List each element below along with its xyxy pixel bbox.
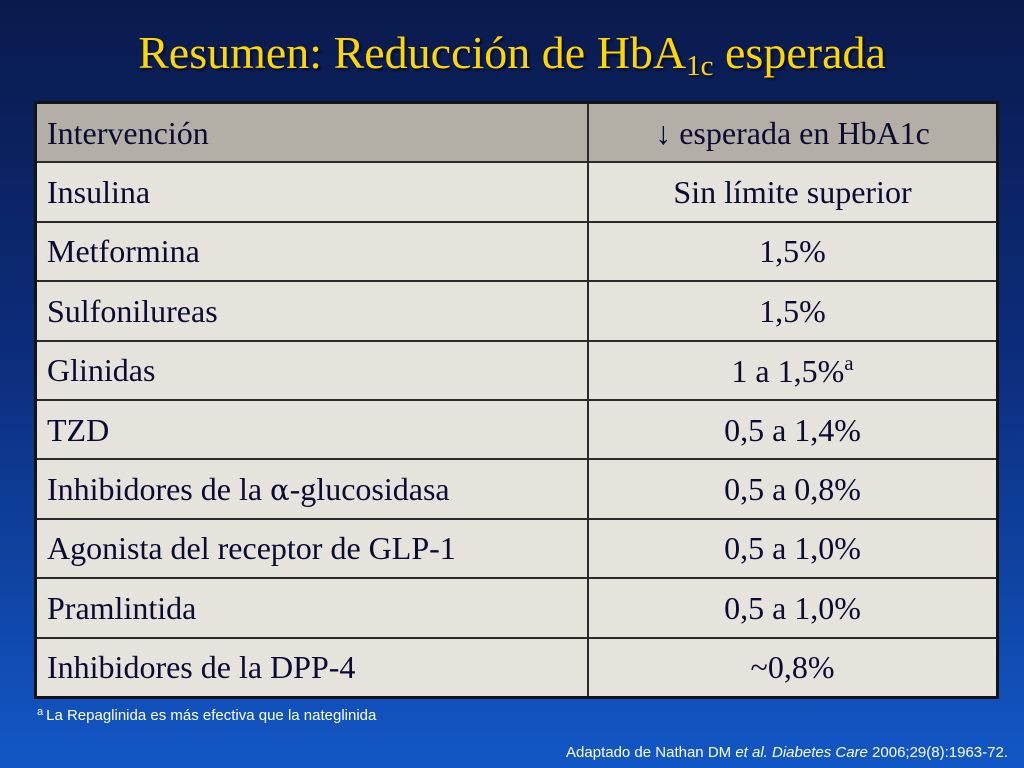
table-row: Pramlintida 0,5 a 1,0%	[34, 577, 999, 639]
table-row: Insulina Sin límite superior	[34, 161, 999, 223]
footnote-marker: a	[844, 351, 854, 376]
intervention-cell: Agonista del receptor de GLP-1	[34, 517, 589, 580]
slide-title: Resumen: Reducción de HbA1c esperada	[0, 30, 1024, 81]
reduction-cell: 1,5%	[587, 280, 999, 342]
table-row: Metformina 1,5%	[34, 220, 999, 283]
reduction-cell: 0,5 a 1,0%	[587, 517, 999, 580]
reduction-cell: 0,5 a 0,8%	[587, 458, 999, 520]
intervention-cell: Inhibidores de la DPP-4	[34, 636, 589, 699]
reduction-cell: 0,5 a 1,0%	[587, 577, 999, 639]
source-citation: Adaptado de Nathan DM et al. Diabetes Ca…	[566, 744, 1008, 761]
intervention-cell: Inhibidores de la α-glucosidasa	[34, 458, 589, 520]
intervention-cell: Pramlintida	[34, 577, 589, 639]
table-row: Glinidas 1 a 1,5%a	[34, 339, 999, 401]
intervention-cell: TZD	[34, 398, 589, 461]
reduction-value: 1 a 1,5%	[731, 353, 845, 390]
table-row: TZD 0,5 a 1,4%	[34, 398, 999, 461]
footnote-text: La Repaglinida es más efectiva que la na…	[46, 707, 377, 724]
title-main: Resumen: Reducción de HbA	[138, 27, 687, 78]
table-row: Sulfonilureas 1,5%	[34, 280, 999, 342]
source-suffix: 2006;29(8):1963-72.	[867, 744, 1008, 761]
intervention-text-post: -glucosidasa	[289, 471, 450, 508]
hba1c-reduction-table: Intervención ↓ esperada en HbA1c Insulin…	[34, 101, 999, 699]
reduction-cell: 1 a 1,5%a	[587, 339, 999, 401]
table-row: Agonista del receptor de GLP-1 0,5 a 1,0…	[34, 517, 999, 580]
table-header-row: Intervención ↓ esperada en HbA1c	[34, 101, 999, 164]
reduction-cell: 0,5 a 1,4%	[587, 398, 999, 461]
source-italic: et al. Diabetes Care	[735, 744, 868, 761]
title-subscript: 1c	[686, 50, 714, 82]
table-row: Inhibidores de la DPP-4 ~0,8%	[34, 636, 999, 699]
table-row: Inhibidores de la α-glucosidasa 0,5 a 0,…	[34, 458, 999, 520]
reduction-cell: 1,5%	[587, 220, 999, 283]
intervention-cell: Insulina	[34, 161, 589, 223]
intervention-cell: Glinidas	[34, 339, 589, 401]
footnote-marker: a	[37, 706, 44, 718]
footnote: a La Repaglinida es más efectiva que la n…	[37, 706, 376, 724]
intervention-cell: Sulfonilureas	[34, 280, 589, 342]
header-intervention: Intervención	[34, 101, 589, 164]
intervention-cell: Metformina	[34, 220, 589, 283]
title-suffix: esperada	[713, 27, 886, 78]
alpha-symbol: α	[270, 473, 290, 508]
reduction-cell: Sin límite superior	[587, 161, 999, 223]
intervention-text-pre: Inhibidores de la	[47, 471, 271, 508]
source-prefix: Adaptado de Nathan DM	[566, 744, 736, 761]
reduction-cell: ~0,8%	[587, 636, 999, 699]
header-reduction: ↓ esperada en HbA1c	[587, 101, 999, 164]
